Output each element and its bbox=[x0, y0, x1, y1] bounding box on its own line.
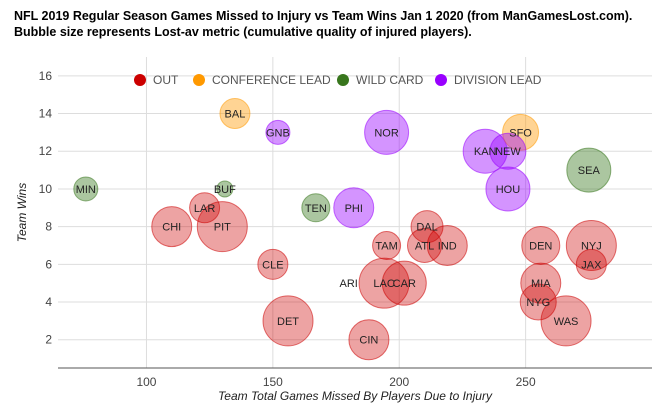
bubble-label-cle: CLE bbox=[262, 259, 283, 271]
bubble-label-lar: LAR bbox=[194, 203, 215, 215]
bubble-label-den: DEN bbox=[529, 240, 552, 252]
bubble-kan bbox=[462, 128, 508, 174]
bubble-label-ind: IND bbox=[438, 240, 457, 252]
legend-marker-out bbox=[134, 74, 146, 86]
y-tick-label: 4 bbox=[45, 295, 52, 309]
legend-label-conference-lead: CONFERENCE LEAD bbox=[212, 73, 331, 87]
y-axis-title: Team Wins bbox=[15, 183, 29, 242]
bubble-nyj bbox=[565, 219, 617, 271]
bubble-lar bbox=[189, 192, 221, 224]
x-tick-label: 250 bbox=[516, 375, 536, 389]
bubble-label-buf: BUF bbox=[214, 184, 236, 196]
bubble-label-sea: SEA bbox=[578, 165, 601, 177]
bubble-label-sfo: SFO bbox=[509, 127, 532, 139]
bubble-dal bbox=[410, 210, 444, 244]
y-tick-label: 14 bbox=[39, 107, 53, 121]
bubble-nor bbox=[364, 109, 410, 155]
bubble-label-tam: TAM bbox=[375, 240, 397, 252]
x-tick-label: 200 bbox=[389, 375, 409, 389]
x-tick-label: 100 bbox=[136, 375, 156, 389]
bubble-lac bbox=[358, 257, 410, 309]
bubble-cle bbox=[257, 248, 289, 280]
bubble-label-min: MIN bbox=[76, 184, 96, 196]
bubble-label-ten: TEN bbox=[305, 203, 327, 215]
y-tick-label: 10 bbox=[39, 182, 53, 196]
bubble-tam bbox=[372, 230, 402, 260]
bubble-label-dal: DAL bbox=[416, 222, 437, 234]
gridlines bbox=[58, 57, 652, 369]
legend-label-wild-card: WILD CARD bbox=[356, 73, 424, 87]
bubble-ind bbox=[426, 224, 468, 266]
bubble-atl bbox=[407, 227, 443, 263]
bubble-hou bbox=[485, 166, 531, 212]
bubble-sfo bbox=[502, 113, 540, 151]
bubble-ten bbox=[301, 193, 331, 223]
bubble-min bbox=[73, 176, 99, 202]
bubble-label-det: DET bbox=[277, 316, 299, 328]
bubble-label-nyg: NYG bbox=[526, 297, 550, 309]
bubble-label-pit: PIT bbox=[214, 222, 231, 234]
bubble-nyg bbox=[519, 283, 557, 321]
bubble-label-phi: PHI bbox=[345, 203, 363, 215]
bubble-label-cin: CIN bbox=[359, 335, 378, 347]
y-tick-label: 8 bbox=[45, 220, 52, 234]
legend-label-out: OUT bbox=[153, 73, 179, 87]
bubble-sea bbox=[566, 147, 612, 193]
bubble-pit bbox=[196, 201, 248, 253]
legend-marker-conference-lead bbox=[193, 74, 205, 86]
chart-title: NFL 2019 Regular Season Games Missed to … bbox=[14, 9, 633, 39]
bubble-det bbox=[262, 295, 314, 347]
bubble-label-nor: NOR bbox=[374, 127, 399, 139]
x-axis-ticks: 100 150 200 250 bbox=[136, 375, 535, 389]
bubble-gnb bbox=[265, 119, 291, 145]
bubble-label-lac: LAC bbox=[373, 278, 394, 290]
legend-label-division-lead: DIVISION LEAD bbox=[454, 73, 542, 87]
bubble-mia bbox=[520, 262, 562, 304]
bubble-label-bal: BAL bbox=[225, 109, 246, 121]
bubbles bbox=[73, 98, 617, 361]
bubble-label-atl: ATL bbox=[415, 240, 434, 252]
bubble-label-chi: CHI bbox=[162, 222, 181, 234]
legend-marker-wild-card bbox=[337, 74, 349, 86]
bubble-chi bbox=[151, 206, 193, 248]
bubble-label-jax: JAX bbox=[581, 259, 602, 271]
bubble-label-new: NEW bbox=[495, 146, 521, 158]
bubble-bal bbox=[219, 98, 251, 130]
bubble-label-nyj: NYJ bbox=[581, 240, 602, 252]
bubble-label-ari: ARI bbox=[340, 278, 358, 290]
bubble-buf bbox=[216, 180, 234, 198]
legend: OUT CONFERENCE LEAD WILD CARD DIVISION LEAD bbox=[134, 73, 542, 87]
bubble-label-car: CAR bbox=[393, 278, 416, 290]
x-tick-label: 150 bbox=[263, 375, 283, 389]
y-tick-label: 12 bbox=[39, 144, 53, 158]
bubble-label-was: WAS bbox=[554, 316, 579, 328]
bubble-cin bbox=[348, 319, 390, 361]
bubble-label-kan: KAN bbox=[474, 146, 497, 158]
bubble-jax bbox=[575, 248, 607, 280]
bubble-phi bbox=[333, 187, 375, 229]
y-tick-label: 6 bbox=[45, 257, 52, 271]
y-tick-label: 16 bbox=[39, 69, 53, 83]
bubble-den bbox=[521, 225, 561, 265]
bubble-label-gnb: GNB bbox=[266, 127, 290, 139]
y-tick-label: 2 bbox=[45, 333, 52, 347]
y-axis-ticks: 2 4 6 8 10 12 14 16 bbox=[39, 69, 53, 347]
bubble-label-mia: MIA bbox=[531, 278, 551, 290]
legend-marker-division-lead bbox=[435, 74, 447, 86]
bubble-was bbox=[540, 295, 592, 347]
bubble-label-hou: HOU bbox=[496, 184, 521, 196]
bubble-car bbox=[381, 260, 427, 306]
x-axis-title: Team Total Games Missed By Players Due t… bbox=[218, 389, 493, 403]
bubble-new bbox=[489, 132, 527, 170]
